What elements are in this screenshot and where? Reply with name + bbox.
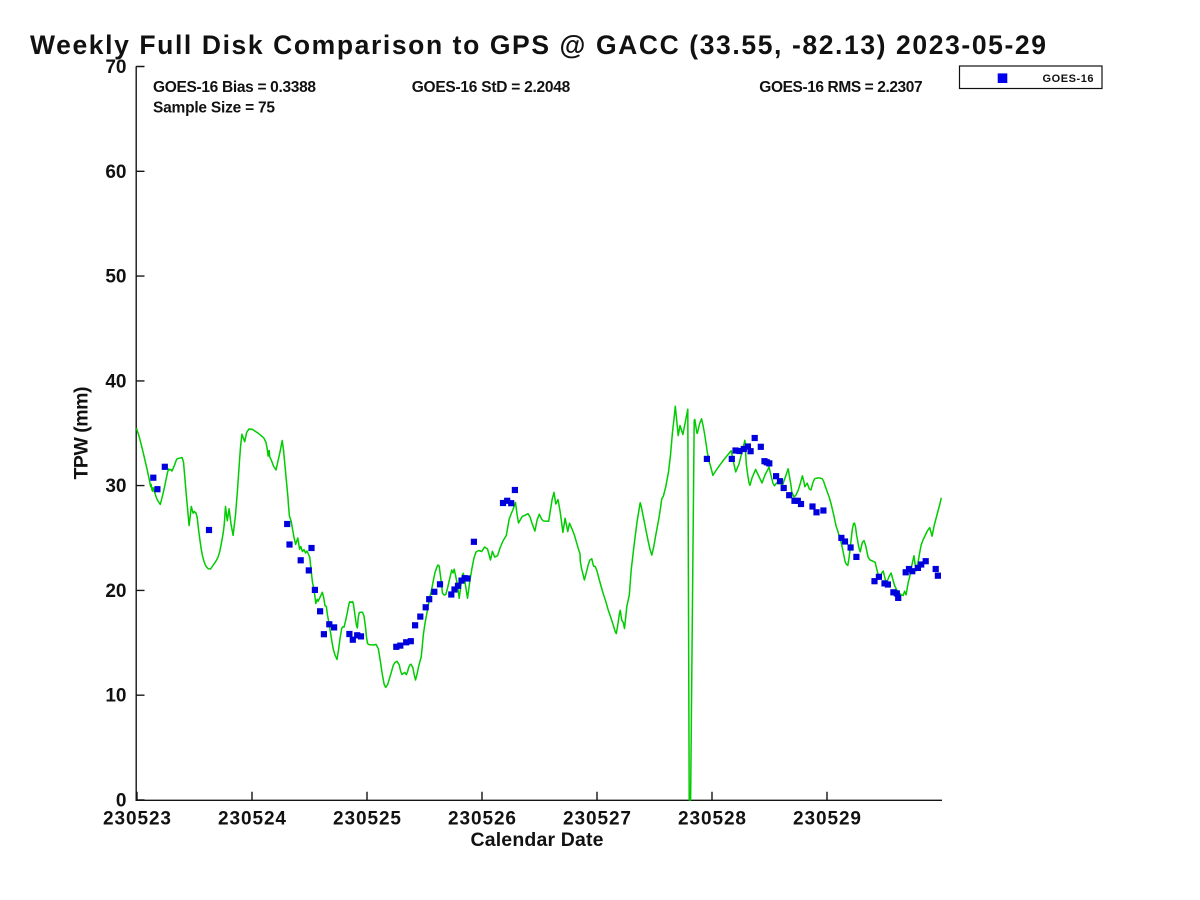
svg-text:230527: 230527 xyxy=(563,809,631,830)
svg-text:230529: 230529 xyxy=(793,809,861,830)
svg-text:60: 60 xyxy=(105,162,126,183)
svg-text:TPW (mm): TPW (mm) xyxy=(71,387,93,480)
svg-text:40: 40 xyxy=(105,371,126,392)
svg-text:20: 20 xyxy=(105,581,126,602)
svg-text:230528: 230528 xyxy=(678,809,746,830)
svg-text:230525: 230525 xyxy=(333,809,401,830)
svg-text:10: 10 xyxy=(105,686,126,707)
svg-text:GOES-16 RMS = 2.2307: GOES-16 RMS = 2.2307 xyxy=(759,79,922,96)
svg-text:GOES-16: GOES-16 xyxy=(1043,73,1094,85)
svg-text:Sample Size = 75: Sample Size = 75 xyxy=(153,100,275,117)
svg-text:30: 30 xyxy=(105,476,126,497)
svg-text:GOES-16 Bias = 0.3388: GOES-16 Bias = 0.3388 xyxy=(153,79,316,96)
svg-text:GOES-16 StD = 2.2048: GOES-16 StD = 2.2048 xyxy=(412,79,571,96)
svg-text:Calendar Date: Calendar Date xyxy=(471,829,604,851)
svg-text:0: 0 xyxy=(116,791,127,812)
svg-text:50: 50 xyxy=(105,267,126,288)
svg-text:230524: 230524 xyxy=(218,809,286,830)
svg-text:230523: 230523 xyxy=(103,809,171,830)
svg-text:Weekly Full Disk Comparison to: Weekly Full Disk Comparison to GPS @ GAC… xyxy=(30,30,1046,60)
svg-text:230526: 230526 xyxy=(448,809,516,830)
svg-text:70: 70 xyxy=(105,57,126,78)
